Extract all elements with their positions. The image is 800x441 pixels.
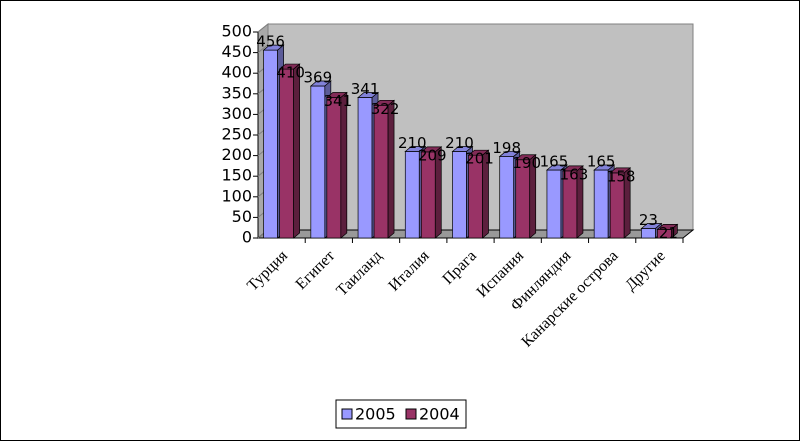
value-label: 198: [492, 139, 521, 157]
value-label: 410: [276, 64, 305, 82]
legend-swatch: [341, 408, 353, 420]
bar-side: [387, 99, 395, 239]
value-label: 163: [560, 165, 589, 183]
bar-front: [641, 228, 656, 239]
bar: [656, 223, 679, 239]
value-label: 23: [639, 211, 658, 229]
bar-side: [623, 167, 631, 239]
bar-side: [576, 165, 584, 239]
bar-side: [293, 63, 300, 239]
y-tick-label: 400: [221, 63, 252, 82]
legend-swatch: [405, 408, 417, 420]
y-tick-label: 0: [242, 228, 252, 247]
value-label: 210: [398, 134, 427, 152]
grid-line: [257, 44, 269, 53]
bar: [561, 165, 584, 239]
value-label: 210: [445, 134, 474, 152]
y-tick-label: 500: [221, 22, 252, 41]
y-tick-label: 150: [221, 166, 252, 185]
y-tick-label: 300: [221, 104, 252, 123]
value-label: 190: [512, 154, 541, 172]
bar: [325, 91, 348, 239]
bar-side: [482, 149, 489, 239]
value-label: 201: [465, 150, 494, 168]
bar-side: [434, 146, 442, 239]
value-label: 21: [659, 224, 678, 242]
bar-front: [279, 68, 294, 239]
legend-label: 2004: [419, 405, 460, 424]
value-label: 158: [607, 167, 636, 185]
y-tick-label: 200: [221, 145, 252, 164]
y-tick-label: 350: [221, 83, 252, 102]
value-label: 456: [256, 33, 285, 51]
bar: [373, 99, 396, 239]
bar-side: [340, 91, 348, 239]
value-label: 322: [371, 100, 400, 118]
bar-front: [326, 97, 342, 239]
bar-front: [357, 97, 373, 239]
value-label: 341: [324, 92, 353, 110]
bar: [467, 149, 490, 239]
bar: [609, 167, 632, 239]
y-tick-label: 100: [221, 186, 252, 205]
value-label: 165: [587, 153, 616, 171]
value-label: 369: [304, 68, 333, 86]
y-tick-label: 250: [221, 125, 252, 144]
bar-front: [404, 151, 420, 239]
legend-label: 2005: [355, 405, 396, 424]
bar-side: [671, 223, 678, 239]
value-label: 341: [351, 80, 380, 98]
bar-front: [420, 151, 436, 239]
value-label: 165: [540, 153, 569, 171]
grid-line: [257, 23, 269, 33]
bar: [514, 153, 537, 239]
legend-box: [335, 399, 467, 429]
bar-side: [529, 153, 537, 239]
y-tick-label: 50: [232, 207, 252, 226]
bar-front: [373, 104, 389, 239]
bar: [278, 63, 301, 239]
value-label: 209: [418, 146, 447, 164]
y-tick-label: 450: [221, 42, 252, 61]
bar: [420, 146, 443, 239]
